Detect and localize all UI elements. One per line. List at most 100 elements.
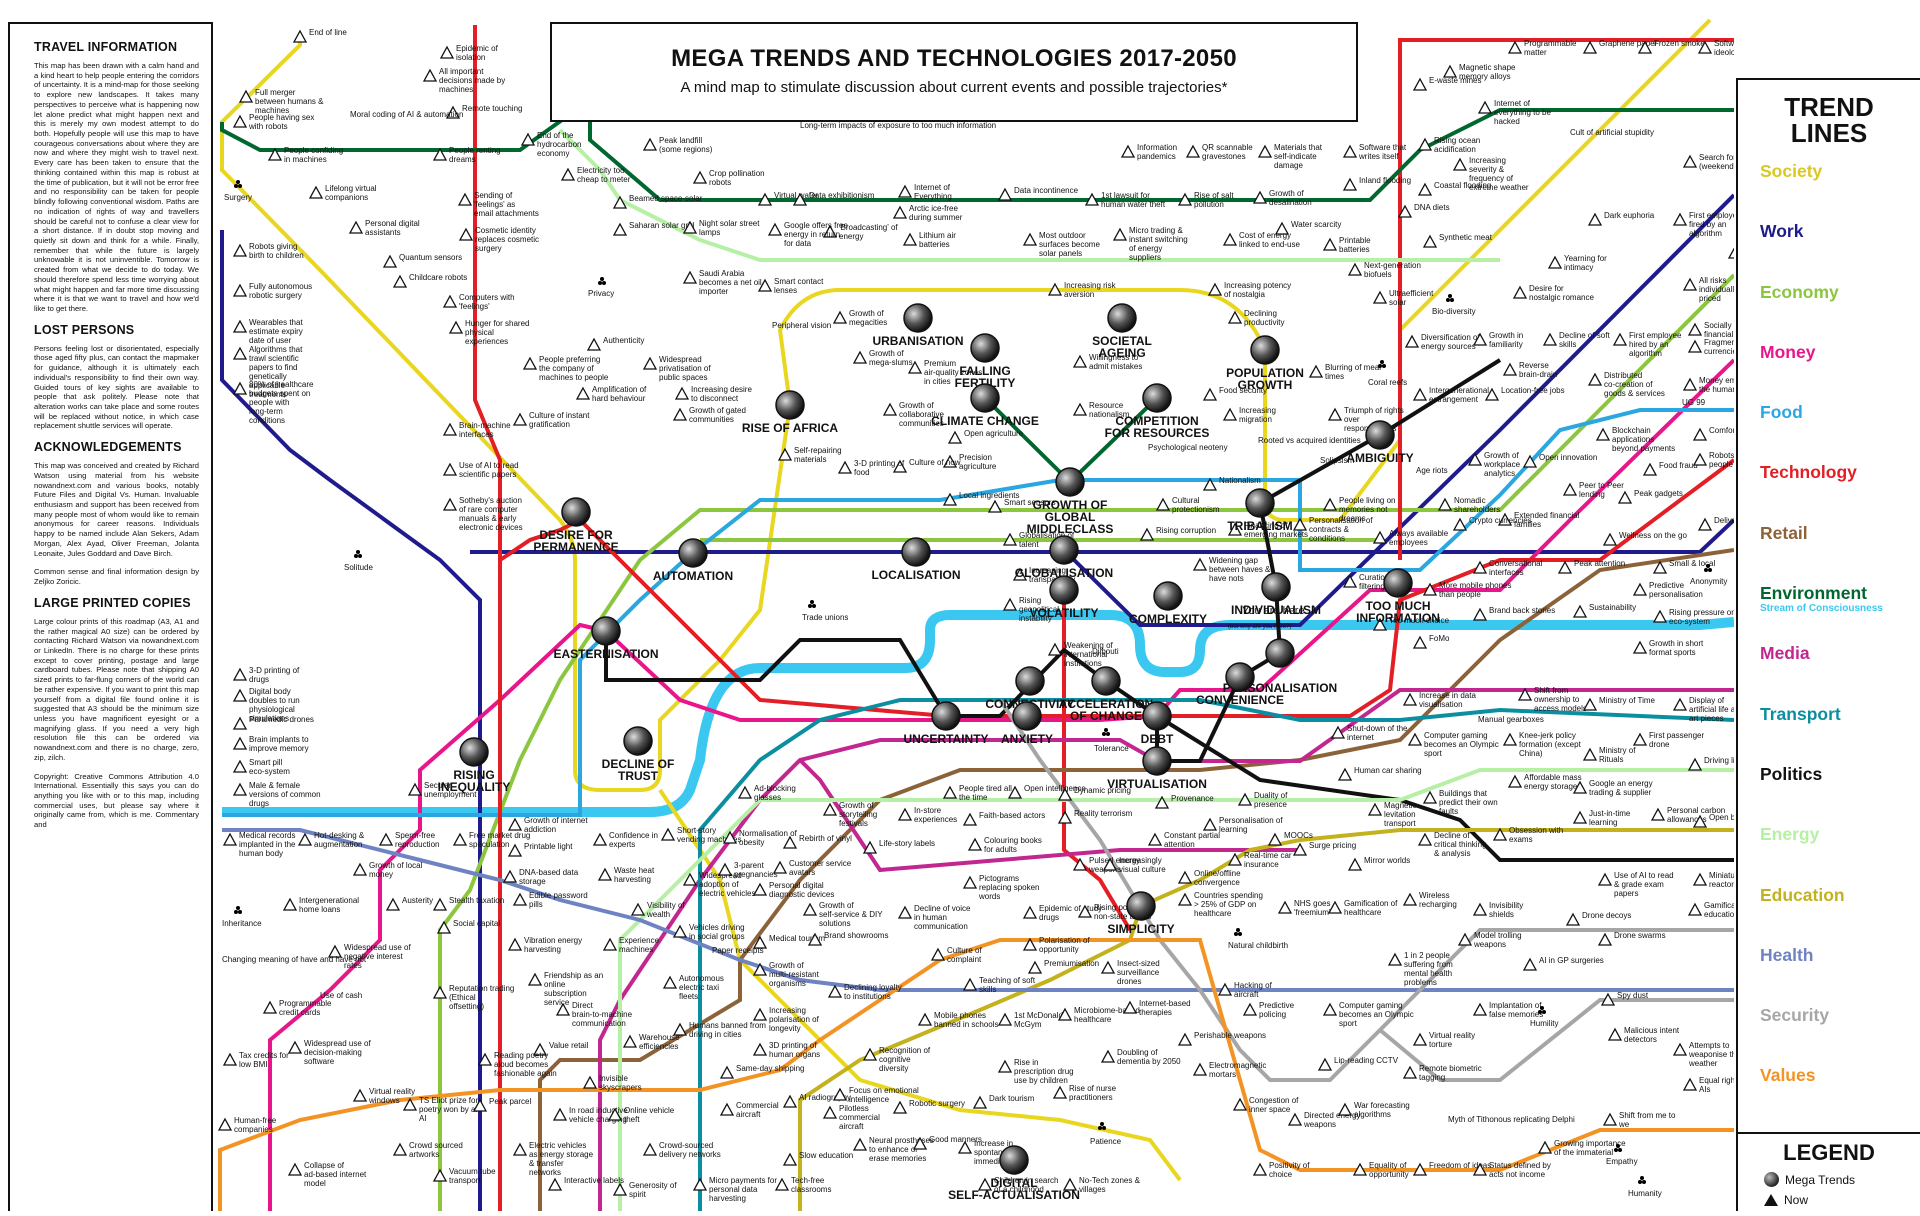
station[interactable]: People confiding in machines: [267, 146, 343, 164]
station[interactable]: Frozen smoke: [1637, 39, 1705, 54]
station[interactable]: Food fraud: [1642, 461, 1698, 476]
station[interactable]: Childcare robots: [392, 273, 467, 288]
station[interactable]: Decline of soft skills: [1542, 331, 1610, 349]
station[interactable]: Declining productivity: [1227, 309, 1284, 327]
station[interactable]: Sotheby's auction of rare computer manuals…: [442, 496, 523, 532]
station[interactable]: Socially drivenfinancial actors: [1687, 321, 1757, 339]
station[interactable]: Computers with'feelings': [442, 293, 515, 311]
station[interactable]: Faith-based actors: [962, 811, 1045, 826]
station[interactable]: Chief ethicalofficer: [1727, 244, 1788, 262]
station[interactable]: Nationalism: [1202, 476, 1261, 491]
station[interactable]: Micro payments for personal data harvestin…: [692, 1176, 777, 1203]
station[interactable]: Reality terrorism: [1057, 809, 1133, 824]
megatrend-node[interactable]: COMPLEXITY: [1129, 581, 1207, 626]
station[interactable]: In-store experiences: [897, 806, 957, 824]
station[interactable]: Peak parcel: [472, 1097, 531, 1112]
megatrend-node[interactable]: RISE OF AFRICA: [742, 390, 839, 435]
station[interactable]: Algorithms that trawl scientific papers to…: [232, 345, 303, 399]
station[interactable]: 3D printing of human organs: [752, 1041, 820, 1059]
station[interactable]: Duality of presence: [1237, 791, 1288, 809]
station[interactable]: Always available employees: [1372, 529, 1449, 547]
station[interactable]: Quantum sensors: [382, 253, 462, 268]
station[interactable]: Cosmetic identity replaces cosmetic surger…: [458, 226, 539, 253]
station[interactable]: Lip-reading CCTV: [1317, 1056, 1399, 1071]
station[interactable]: Saharan solar grid: [612, 221, 694, 236]
station[interactable]: Beamed space-solar: [612, 194, 703, 209]
station[interactable]: DNA-based data storage: [502, 868, 579, 886]
station[interactable]: Slow education: [782, 1151, 853, 1166]
station[interactable]: Intergenerational home loans: [282, 896, 359, 914]
station[interactable]: Self-repairing materials: [777, 446, 842, 464]
station[interactable]: Growth of multi-resistant organisms: [752, 961, 820, 988]
station[interactable]: Growth of local money: [352, 861, 423, 879]
station[interactable]: Sperm-free reproduction: [378, 831, 439, 849]
station[interactable]: Reading poetry aloud becomes fashionable a…: [477, 1051, 557, 1078]
station[interactable]: Open intelligence: [1007, 784, 1086, 799]
station[interactable]: Willingness to admit mistakes: [1072, 353, 1142, 371]
station[interactable]: Equal rights forAIs: [1682, 1076, 1753, 1094]
trend-map[interactable]: Epidemic of isolation End of line All impor…: [214, 0, 1857, 1211]
station[interactable]: Life-story labels: [862, 839, 935, 854]
station[interactable]: Coastal flooding: [1417, 181, 1491, 196]
station[interactable]: 1st lawsuit for human water theft: [1084, 191, 1166, 209]
station[interactable]: Reverse brain-drain: [1502, 361, 1557, 379]
station[interactable]: AI in GP surgeries: [1522, 956, 1604, 971]
station[interactable]: FoMo: [1412, 634, 1450, 649]
megatrend-node[interactable]: ACCELERATION OF CHANGE: [1059, 666, 1153, 723]
station[interactable]: Personal digital assistants: [348, 219, 420, 237]
station[interactable]: Hacking of aircraft: [1217, 981, 1273, 999]
station[interactable]: Peak landfill (some regions): [642, 136, 713, 154]
station[interactable]: Diversification of energy sources: [1404, 333, 1480, 351]
station[interactable]: Nomadic shareholders: [1437, 496, 1500, 514]
station[interactable]: Increasing transparency: [1012, 566, 1075, 584]
station[interactable]: More mobile phones than people: [1422, 581, 1511, 599]
station[interactable]: No-Tech zones & villages: [1062, 1176, 1141, 1194]
station[interactable]: Delivery robots: [1697, 516, 1767, 531]
station[interactable]: Brain implants to improve memory: [232, 735, 309, 753]
station[interactable]: Microbiome-based healthcare: [1057, 1006, 1140, 1024]
station[interactable]: Brand back stories: [1472, 606, 1555, 621]
station[interactable]: Dark euphoria: [1587, 211, 1655, 226]
station[interactable]: Neural prostheses to enhance or erase memo…: [852, 1136, 934, 1163]
station[interactable]: Online/offline convergence: [1177, 869, 1241, 887]
station[interactable]: Mobile phones banned in schools: [917, 1011, 999, 1029]
station[interactable]: Smart pill eco-system: [232, 758, 290, 776]
station[interactable]: Rising power of non-state actors: [1077, 903, 1151, 921]
station[interactable]: Too much choice: [1372, 616, 1450, 631]
station[interactable]: Ultraefficient solar: [1372, 289, 1434, 307]
station[interactable]: Visibility of wealth: [630, 901, 685, 919]
station[interactable]: 3-D printing of drugs: [232, 666, 300, 684]
station[interactable]: Widespread use of negative interest rates: [327, 943, 411, 970]
station[interactable]: Tech-free classrooms: [774, 1176, 831, 1194]
station[interactable]: Value retail: [532, 1041, 589, 1056]
station[interactable]: Normalisation of obesity: [722, 829, 798, 847]
station[interactable]: Open agriculture: [947, 429, 1024, 444]
station[interactable]: Secular unemployment: [407, 781, 477, 799]
station[interactable]: Driving licences: [1687, 756, 1760, 771]
station[interactable]: Declining loyalty to institutions: [827, 983, 902, 1001]
station[interactable]: Shut-down of the internet: [1330, 724, 1408, 742]
station[interactable]: Growth of desalination: [1252, 189, 1312, 207]
station[interactable]: People preferring the company of machines …: [522, 355, 609, 382]
station[interactable]: Online vehicle theft: [607, 1106, 675, 1124]
station[interactable]: Commercial aircraft: [719, 1101, 779, 1119]
station[interactable]: Arctic ice-free during summer: [892, 204, 963, 222]
station[interactable]: Virtual reality windows: [352, 1087, 415, 1105]
station[interactable]: Rising corruption: [1139, 526, 1216, 541]
station[interactable]: Rebirth of vinyl: [782, 834, 852, 849]
station[interactable]: Wireless recharging: [1402, 891, 1457, 909]
station[interactable]: Blurring of meal times: [1308, 363, 1381, 381]
station[interactable]: 'Broadcasting' of energy: [822, 223, 898, 241]
station[interactable]: Brain-machine interfaces: [442, 421, 511, 439]
megatrend-node[interactable]: RISING INEQUALITY: [438, 737, 511, 794]
station[interactable]: Magnetic levitation transport: [1367, 801, 1416, 828]
station[interactable]: Crowd-sourced delivery networks: [642, 1141, 721, 1159]
station[interactable]: NHS goes'freemium': [1277, 899, 1331, 917]
station[interactable]: Implantation of false memories: [1472, 1001, 1543, 1019]
station[interactable]: Amplification of hard behaviour: [575, 385, 647, 403]
station[interactable]: Tax credits for low BMI: [222, 1051, 289, 1069]
station[interactable]: Resource nationalism: [1072, 401, 1130, 419]
